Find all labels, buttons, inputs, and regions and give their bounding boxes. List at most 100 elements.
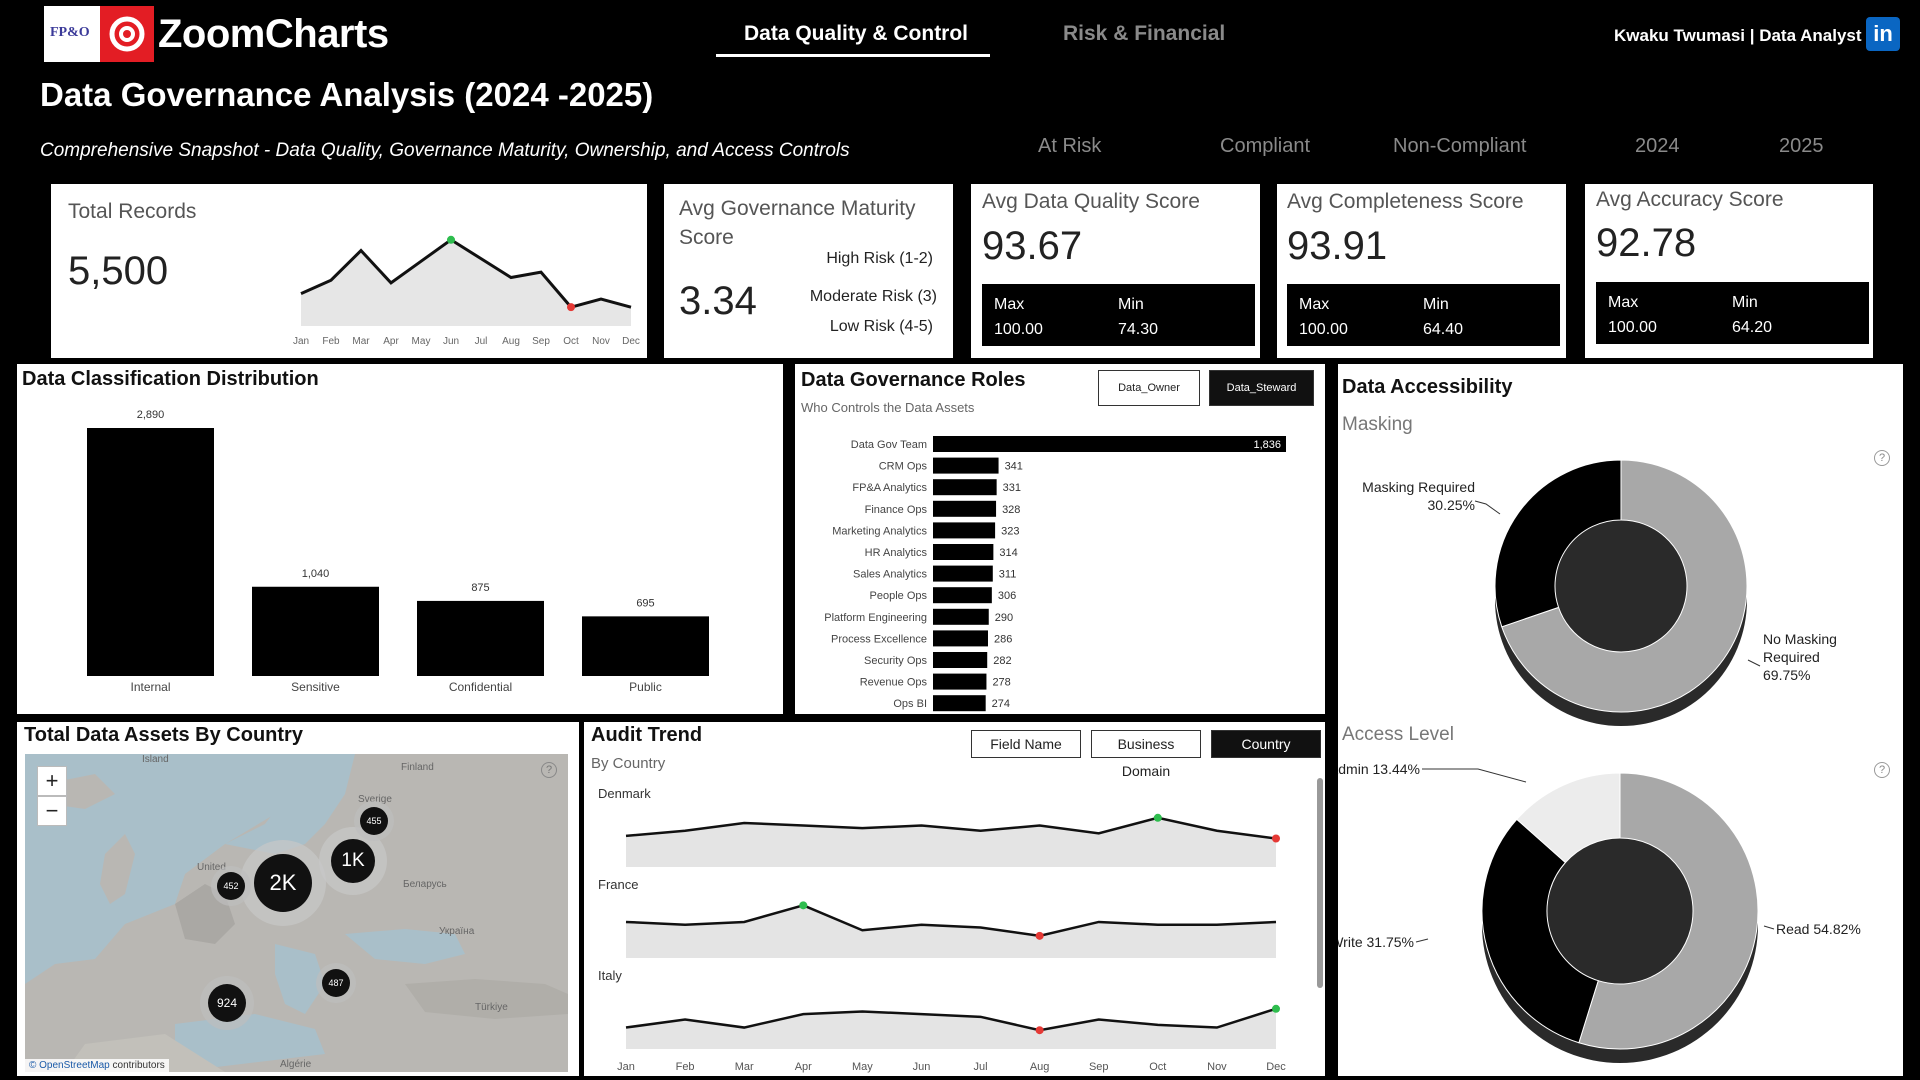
role-bar-fp-a-analytics <box>933 479 997 496</box>
donut-leader-line <box>1747 659 1761 667</box>
country-button[interactable]: Country <box>1211 730 1321 758</box>
completeness-card: Avg Completeness Score 93.91 Max 100.00 … <box>1277 184 1566 358</box>
audit-line-chart: Denmark France Italy Jan Feb Mar Apr May Jun Jul A… <box>598 786 1286 1073</box>
classification-title: Data Classification Distribution <box>22 368 319 390</box>
donut-label: Read 54.82% <box>1776 921 1861 937</box>
donut-label: Write 31.75% <box>1338 934 1414 950</box>
role-label: FP&A Analytics <box>852 482 927 494</box>
role-bar-finance-ops <box>933 500 997 517</box>
donut-label: 69.75% <box>1763 667 1810 683</box>
role-bar-hr-analytics <box>933 544 994 560</box>
quality-min-value: 74.30 <box>1118 321 1159 338</box>
sparkline-min-marker <box>567 303 575 312</box>
role-bar-security-ops <box>933 652 988 668</box>
field-name-button[interactable]: Field Name <box>971 730 1081 758</box>
accuracy-title: Avg Accuracy Score <box>1596 188 1784 211</box>
donut-slice-no-masking-required <box>1501 459 1748 713</box>
sparkline-month-label: Dec <box>622 336 640 347</box>
map-attribution: © OpenStreetMap contributors <box>25 1059 169 1072</box>
filter-non-compliant[interactable]: Non-Compliant <box>1393 135 1527 157</box>
audit-line-denmark <box>625 816 1277 840</box>
tab-data-quality-control[interactable]: Data Quality & Control <box>744 22 969 45</box>
role-value-label: 323 <box>1001 525 1019 537</box>
sparkline-month-label: Jul <box>475 336 488 347</box>
sparkline-area <box>301 239 631 326</box>
audit-max-marker <box>799 901 808 910</box>
sparkline-month-label: Feb <box>322 336 340 347</box>
audit-area-italy <box>626 1008 1276 1049</box>
map-area[interactable]: Island Sverige Finland Беларусь Україна … <box>25 754 568 1072</box>
audit-month-label: Apr <box>795 1061 812 1073</box>
page-title: Data Governance Analysis (2024 -2025) <box>40 76 654 113</box>
map-cluster-924[interactable]: 924 <box>208 984 246 1022</box>
role-value-label: 278 <box>992 677 1010 689</box>
map-label-island: Island <box>142 754 169 765</box>
small-logo-text: FP&O <box>50 25 90 40</box>
role-value-label: 286 <box>994 633 1012 645</box>
bar-category-label: Internal <box>130 680 170 694</box>
map-cluster-452[interactable]: 452 <box>217 872 245 900</box>
donut-label: Admin 13.44% <box>1338 761 1420 777</box>
toggle-data-steward[interactable]: Data_Steward <box>1209 370 1314 406</box>
completeness-value: 93.91 <box>1287 224 1388 268</box>
data-quality-card: Avg Data Quality Score 93.67 Max 100.00 … <box>971 184 1260 358</box>
map-cluster-1k[interactable]: 1K <box>331 839 375 883</box>
sparkline-month-label: May <box>412 336 431 347</box>
bar-value-label: 2,890 <box>137 409 165 421</box>
map-cluster-455[interactable]: 455 <box>360 807 388 835</box>
roles-subtitle: Who Controls the Data Assets <box>801 400 975 415</box>
access-help-icon[interactable]: ? <box>1874 762 1890 778</box>
map-cluster-2k[interactable]: 2K <box>254 854 312 912</box>
filter-compliant[interactable]: Compliant <box>1220 135 1311 157</box>
bar-category-label: Sensitive <box>291 680 340 694</box>
map-panel: Total Data Assets By Country Island Sver… <box>17 722 579 1076</box>
role-bar-process-excellence <box>933 630 988 647</box>
quality-max-value: 100.00 <box>994 321 1043 338</box>
audit-max-marker <box>1153 813 1162 822</box>
completeness-max-label: Max <box>1299 296 1330 313</box>
audit-month-label: Jun <box>913 1061 931 1073</box>
osm-link[interactable]: © OpenStreetMap <box>29 1060 110 1071</box>
bar-category-label: Public <box>629 680 662 694</box>
audit-max-marker <box>1272 1004 1280 1013</box>
maturity-value: 3.34 <box>679 279 757 323</box>
filter-2024[interactable]: 2024 <box>1635 135 1680 157</box>
map-label-sverige: Sverige <box>358 794 392 805</box>
audit-scrollbar[interactable] <box>1317 778 1323 988</box>
filter-2025[interactable]: 2025 <box>1779 135 1824 157</box>
map-label-finland: Finland <box>401 762 434 773</box>
toggle-data-owner[interactable]: Data_Owner <box>1098 370 1200 406</box>
role-label: People Ops <box>870 590 928 602</box>
donut-label: 30.25% <box>1428 497 1475 513</box>
quality-value: 93.67 <box>982 224 1083 268</box>
audit-series-label-italy: Italy <box>598 968 622 983</box>
role-label: Marketing Analytics <box>832 525 927 537</box>
bar-category-label: Confidential <box>449 680 512 694</box>
completeness-min-value: 64.40 <box>1423 321 1464 338</box>
audit-min-marker <box>1035 931 1044 940</box>
map-cluster-487[interactable]: 487 <box>322 969 350 997</box>
role-bar-marketing-analytics <box>933 522 996 539</box>
filter-at-risk[interactable]: At Risk <box>1038 135 1102 157</box>
masking-help-icon[interactable]: ? <box>1874 450 1890 466</box>
sparkline-max-marker <box>447 235 455 244</box>
accuracy-value: 92.78 <box>1596 221 1697 265</box>
page-subtitle: Comprehensive Snapshot - Data Quality, G… <box>40 140 850 161</box>
audit-month-label: Oct <box>1149 1061 1166 1073</box>
role-value-label: 331 <box>1003 482 1021 494</box>
donut-leader-line <box>1763 925 1775 930</box>
map-label-turkiye: Türkiye <box>475 1002 508 1013</box>
active-tab-underline <box>716 54 990 57</box>
zoom-out-button[interactable]: − <box>37 796 67 826</box>
role-bar-sales-analytics <box>933 565 993 582</box>
business-domain-button[interactable]: Business Domain <box>1091 730 1201 779</box>
role-label: HR Analytics <box>865 547 928 559</box>
bar-value-label: 875 <box>471 582 489 594</box>
map-help-icon[interactable]: ? <box>541 762 557 778</box>
zoom-in-button[interactable]: + <box>37 766 67 796</box>
bar-public <box>582 616 709 676</box>
tab-risk-financial[interactable]: Risk & Financial <box>1063 22 1226 45</box>
linkedin-icon[interactable]: in <box>1866 17 1900 51</box>
bar-internal <box>87 428 214 676</box>
audit-month-label: Jan <box>617 1061 635 1073</box>
